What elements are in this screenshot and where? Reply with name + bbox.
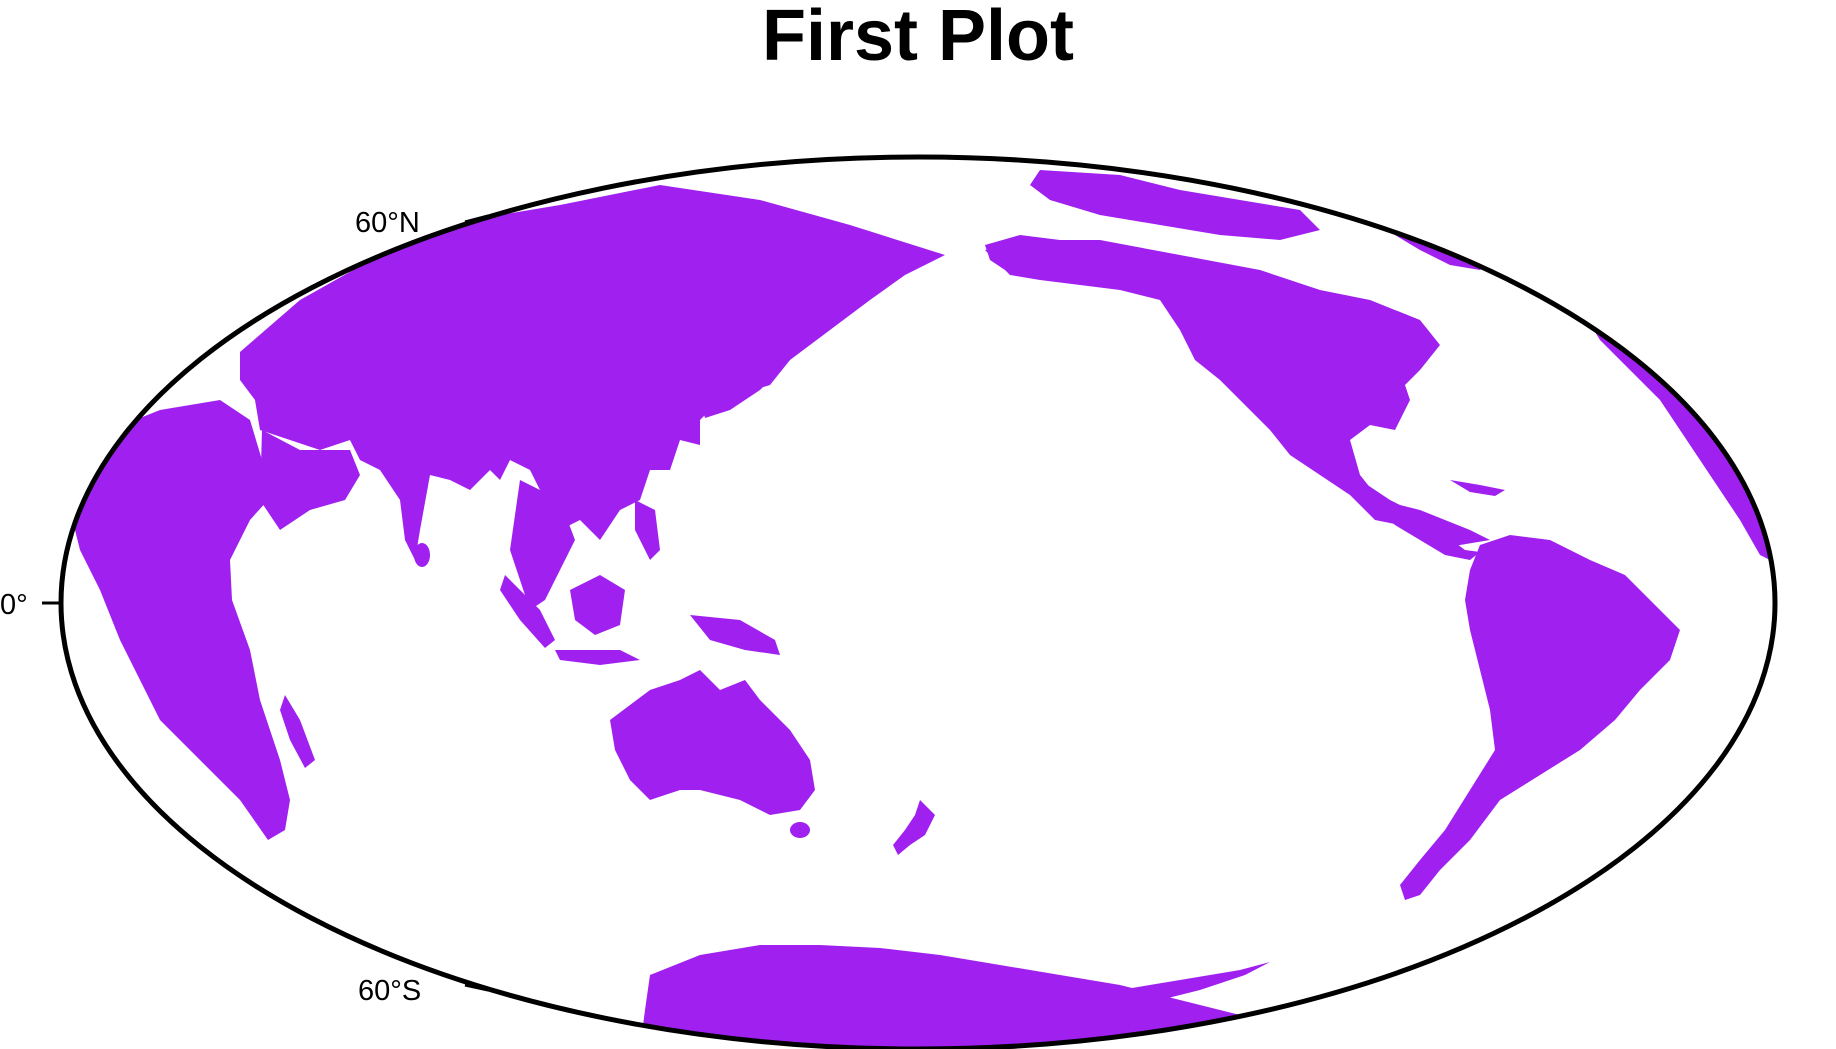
landmass-australia: [610, 670, 815, 815]
tick-60s: [464, 983, 489, 992]
landmass-north-america: [985, 240, 1490, 550]
landmass-caribbean: [1450, 480, 1505, 496]
landmass-arabia: [260, 430, 360, 530]
landmass-borneo: [570, 575, 625, 635]
landmass-sumatra: [500, 575, 555, 648]
landmass-antarctica: [640, 945, 1270, 1049]
landmass-japan: [700, 300, 800, 418]
landmass-central-america: [1360, 480, 1480, 560]
landmass-tasmania: [790, 822, 810, 838]
lat-label-60n: 60°N: [355, 207, 420, 239]
lat-label-60s: 60°S: [358, 975, 421, 1007]
landmass-south-america: [1400, 535, 1680, 900]
landmass-alaska: [985, 235, 1070, 275]
tick-60n: [464, 214, 489, 224]
landmass-africa: [70, 400, 290, 840]
landmass-southeast-asia: [510, 480, 575, 610]
landmass-eurasia: [240, 185, 945, 560]
landmass-antarctic-peninsula: [1120, 962, 1270, 1000]
landmass-java: [555, 650, 640, 665]
lat-label-equator: 0°: [0, 589, 28, 621]
landmass-new-guinea: [690, 615, 780, 655]
landmass-philippines: [635, 500, 660, 560]
landmass-sri-lanka: [414, 543, 430, 567]
map-title: First Plot: [761, 0, 1074, 76]
landmass-arctic-islands: [1030, 170, 1320, 240]
landmass-new-zealand: [893, 800, 935, 855]
landmass-madagascar: [280, 695, 315, 768]
